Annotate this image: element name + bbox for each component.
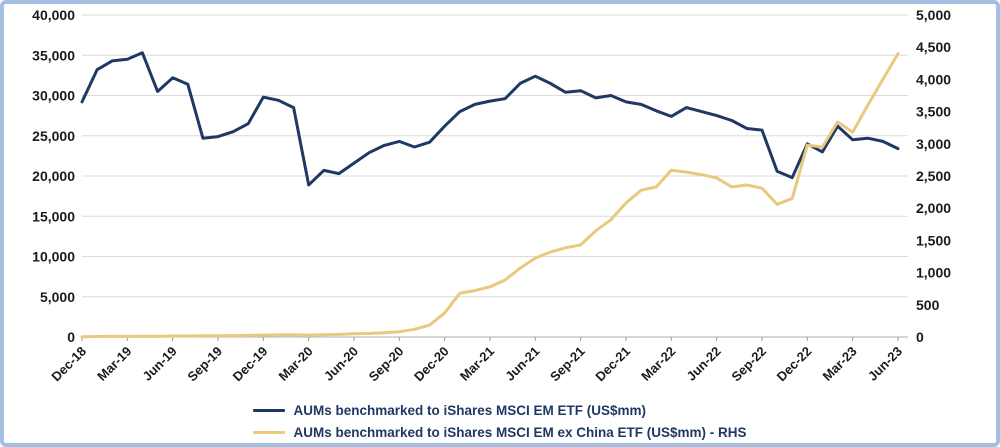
svg-text:30,000: 30,000 (32, 88, 75, 104)
svg-text:15,000: 15,000 (32, 208, 75, 224)
svg-text:Jun-22: Jun-22 (684, 344, 724, 384)
svg-text:Sep-19: Sep-19 (184, 344, 225, 385)
legend-line-swatch-navy (253, 408, 286, 412)
svg-text:Jun-19: Jun-19 (140, 344, 180, 384)
svg-text:Sep-21: Sep-21 (547, 344, 588, 385)
legend-item-em-ex-china-etf: AUMs benchmarked to iShares MSCI EM ex C… (253, 421, 747, 443)
svg-text:Dec-21: Dec-21 (592, 344, 633, 385)
svg-text:3,000: 3,000 (916, 136, 951, 152)
svg-text:Jun-20: Jun-20 (321, 344, 361, 384)
svg-text:Mar-21: Mar-21 (457, 344, 497, 384)
chart-legend: AUMs benchmarked to iShares MSCI EM ETF … (0, 399, 1000, 447)
svg-text:3,500: 3,500 (916, 104, 951, 120)
svg-text:Mar-22: Mar-22 (638, 344, 678, 384)
svg-text:1,500: 1,500 (916, 232, 951, 248)
svg-text:Jun-23: Jun-23 (865, 344, 905, 384)
svg-text:35,000: 35,000 (32, 47, 75, 63)
svg-text:0: 0 (916, 329, 924, 345)
svg-text:5,000: 5,000 (916, 7, 951, 23)
svg-text:5,000: 5,000 (40, 289, 75, 305)
svg-text:500: 500 (916, 297, 940, 313)
svg-text:Jun-21: Jun-21 (502, 344, 542, 384)
legend-block: AUMs benchmarked to iShares MSCI EM ETF … (253, 399, 747, 443)
svg-text:4,000: 4,000 (916, 71, 951, 87)
svg-text:Dec-22: Dec-22 (774, 344, 815, 385)
svg-text:25,000: 25,000 (32, 128, 75, 144)
svg-text:20,000: 20,000 (32, 168, 75, 184)
svg-text:40,000: 40,000 (32, 7, 75, 23)
svg-text:2,500: 2,500 (916, 168, 951, 184)
legend-line-swatch-gold (253, 430, 286, 434)
svg-text:0: 0 (67, 329, 75, 345)
svg-text:Mar-19: Mar-19 (94, 344, 134, 384)
svg-text:Dec-19: Dec-19 (230, 344, 271, 385)
legend-item-em-etf: AUMs benchmarked to iShares MSCI EM ETF … (253, 399, 646, 421)
svg-text:Dec-20: Dec-20 (411, 344, 452, 385)
svg-text:Sep-20: Sep-20 (366, 344, 407, 385)
svg-text:Sep-22: Sep-22 (728, 344, 769, 385)
svg-text:Mar-23: Mar-23 (820, 344, 860, 384)
svg-text:Dec-18: Dec-18 (48, 344, 89, 385)
svg-text:1,000: 1,000 (916, 265, 951, 281)
legend-label-em-ex-china-etf: AUMs benchmarked to iShares MSCI EM ex C… (293, 424, 747, 440)
svg-text:10,000: 10,000 (32, 249, 75, 265)
dual-axis-line-chart: 40,000 35,000 30,000 25,000 20,000 15,000 10,0… (32, 7, 951, 385)
svg-text:Mar-20: Mar-20 (276, 344, 316, 384)
legend-label-em-etf: AUMs benchmarked to iShares MSCI EM ETF … (293, 402, 647, 418)
svg-text:2,000: 2,000 (916, 200, 951, 216)
svg-text:4,500: 4,500 (916, 39, 951, 55)
